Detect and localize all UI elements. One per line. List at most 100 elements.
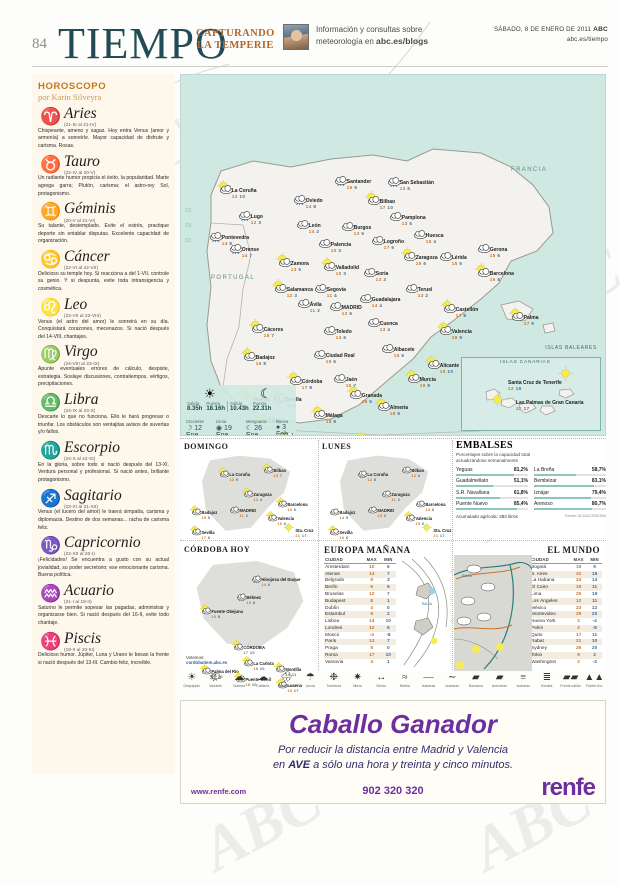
city-label: Lugo 12 3	[251, 214, 263, 226]
city-temps: 11 3	[391, 498, 400, 502]
city-max: 14	[363, 618, 381, 625]
horoscope-sign-escorpio[interactable]: ♏ Escorpio (24-X al 22-XI) En la gloria,…	[38, 440, 169, 485]
spain-weather-map[interactable]: ≈≈≈ FRANCIA PORTUGAL ISLAS BALEARES ◀⦙⦙ …	[180, 74, 606, 436]
city-temps: 15 7	[264, 333, 275, 338]
legend-item-niebla: ≈ Niebla	[393, 672, 417, 688]
weather-icon-cloud	[316, 234, 331, 256]
city-min: -3	[587, 659, 602, 666]
city-max: 29	[570, 611, 587, 618]
sign-date-range: (21-I al 18-II)	[64, 599, 169, 604]
city-label: Sta. Cruz 21 17	[295, 528, 313, 539]
horoscope-sign-capricornio[interactable]: ♑ Capricornio (22-XII al 20-I) ¡Felicida…	[38, 535, 169, 580]
renfe-logo: renfe	[541, 774, 595, 802]
city-label: Lérida 15 5	[452, 255, 467, 267]
city-label: Soria 13 3	[376, 271, 389, 283]
city-name: Sydney	[530, 645, 570, 652]
panel-europa[interactable]: EUROPA MAÑANA CIUDAD MAX MIN Amsterdam 1…	[320, 543, 450, 671]
zodiac-piscis-icon: ♓	[39, 633, 63, 650]
ad-phone: 902 320 320	[362, 785, 423, 797]
panel-embalses[interactable]: EMBALSES Porcentajes sobre la capacidad …	[456, 440, 606, 538]
col-max: MAX	[363, 556, 381, 564]
embalse-name: Bembézar	[534, 478, 557, 484]
horoscope-sign-acuario[interactable]: ♒ Acuario (21-I al 18-II) Saturno le per…	[38, 583, 169, 628]
city-name: Bélmez	[246, 595, 261, 600]
sign-date-range: (23-VII al 23-VIII)	[64, 313, 169, 318]
horoscope-sign-tauro[interactable]: ♉ Tauro (22-IV al 20-V) Un radiante humo…	[38, 154, 169, 199]
embalse-row: Iznájar 79,4%	[534, 490, 606, 499]
city-name: B. Aires	[530, 571, 570, 578]
horoscope-sign-virgo[interactable]: ♍ Virgo (24-VIII al 23-IX) Apunte eventu…	[38, 344, 169, 389]
weather-icon-cloud	[414, 496, 425, 514]
page-folio: 84	[32, 36, 47, 53]
sign-text: En la gloria, sobre todo si nació despué…	[38, 462, 169, 485]
city-min: 12	[587, 605, 602, 612]
weather-icon-sun-cloud	[276, 496, 287, 514]
sign-date-range: (23-XI al 21-XII)	[64, 504, 169, 509]
sign-name: Virgo	[64, 344, 169, 360]
ad-website[interactable]: www.renfe.com	[191, 787, 246, 796]
sign-text: Descarte lo que no funciona. Ello le har…	[38, 414, 169, 437]
horoscope-sign-aries[interactable]: ♈ Aries (21-III al 21-IV) Chispeante, am…	[38, 106, 169, 151]
weather-symbol-legend: ☀ Despejado🌤 Variable☁ Nuboso☁ Cubierto🌧…	[180, 672, 606, 698]
panel-lunes[interactable]: LUNES La Coruña 12 8 Bilbao 12 6	[320, 440, 450, 538]
panel-cordoba[interactable]: CÓRDOBA HOY Hinojosa del Duque 14 6 Bélm…	[182, 543, 316, 671]
separator	[180, 438, 606, 439]
embalse-name: La Breña	[534, 467, 554, 473]
weather-icon-sun-cloud	[475, 263, 490, 285]
weather-icon-sun-cloud	[218, 466, 229, 484]
sign-name: Sagitario	[64, 488, 169, 504]
horoscope-sign-géminis[interactable]: ♊ Géminis (20-V al 21-VI) Su talante, de…	[38, 201, 169, 246]
votemos-block: Votemos: cordobatiem.abc.es	[186, 655, 227, 665]
city-name: Bilbao	[273, 468, 286, 473]
city-name: Zaragoza	[253, 492, 271, 497]
city-min: 10	[587, 639, 602, 646]
weather-icon-sun-cloud	[405, 369, 420, 391]
panel-domingo[interactable]: DOMINGO La Coruña 13 9 Bilbao 13	[182, 440, 316, 538]
city-name: Bruselas	[324, 591, 363, 598]
horoscope-sign-libra[interactable]: ♎ Libra (24-IX al 23-X) Descarte lo que …	[38, 392, 169, 437]
sign-name: Cáncer	[64, 249, 169, 265]
city-name: La Habana	[530, 578, 570, 585]
city-temps: 15 8	[246, 601, 255, 605]
horoscope-sign-cáncer[interactable]: ♋ Cáncer (22-VI al 22-VII) Delicioso su …	[38, 249, 169, 294]
legend-icon: ≈	[393, 672, 417, 684]
weather-icon-cloud	[361, 263, 376, 285]
city-name: Atenas	[324, 571, 363, 578]
region-label-baleares: ISLAS BALEARES	[545, 345, 597, 351]
lunes-city-layer: La Coruña 12 8 Bilbao 12 6 Zaragoza 11 3…	[320, 450, 450, 538]
col-max: MAX	[570, 556, 587, 564]
city-temps: 13 5	[354, 231, 365, 236]
weather-icon-sun-cloud	[190, 504, 201, 522]
table-row: Atenas 14 7	[324, 571, 396, 578]
zodiac-libra-icon: ♎	[39, 394, 63, 411]
legend-label: Isobaras	[417, 684, 441, 688]
city-name: Barcelona	[287, 502, 307, 507]
votemos-link[interactable]: cordobatiem.abc.es	[186, 660, 227, 665]
legend-label: Nuboso	[227, 684, 251, 688]
weather-icon-cloud	[380, 486, 391, 504]
city-min: 14	[587, 578, 602, 585]
city-name: Estambul	[324, 611, 363, 618]
city-name: El Cairo	[530, 584, 570, 591]
embalse-bar	[456, 485, 528, 487]
city-max: 9	[363, 611, 381, 618]
blog-promo-url[interactable]: abc.es/blogs	[376, 36, 428, 46]
horoscope-sign-sagitario[interactable]: ♐ Sagitario (23-XI al 21-XII) Venus (el …	[38, 488, 169, 533]
canarias-inset[interactable]: ISLAS CANARIAS Santa Cruz de Tenerife 22…	[461, 357, 601, 431]
horoscope-sign-leo[interactable]: ♌ Leo (23-VII al 23-VIII) Venus (el astr…	[38, 297, 169, 342]
zodiac-géminis-icon: ♊	[39, 203, 63, 220]
table-row: Montevideo 29 20	[530, 611, 602, 618]
panel-mundo[interactable]: EL MUNDO CIUDAD MAX MIN Bogotá 19 9 B. A…	[454, 543, 606, 671]
city-temps: 16 6	[339, 536, 348, 540]
city-max: 19	[570, 564, 587, 571]
weather-icon-cloud	[369, 231, 384, 253]
weather-icon-sun	[422, 522, 433, 540]
sign-date-range: (24-X al 22-XI)	[64, 456, 169, 461]
city-label: Cáceres 15 7	[264, 327, 283, 339]
city-label: Zamora 13 5	[291, 261, 309, 273]
horoscope-sign-piscis[interactable]: ♓ Piscis (19-II al 20-III) Delicioso hum…	[38, 631, 169, 668]
advertisement-renfe[interactable]: Caballo Ganador Por reducir la distancia…	[180, 700, 606, 804]
table-row: Amsterdam 10 6	[324, 564, 396, 571]
sign-date-range: (20-V al 21-VI)	[64, 218, 169, 223]
moon-phase-glyph: ● 3 Feb.	[276, 424, 302, 436]
